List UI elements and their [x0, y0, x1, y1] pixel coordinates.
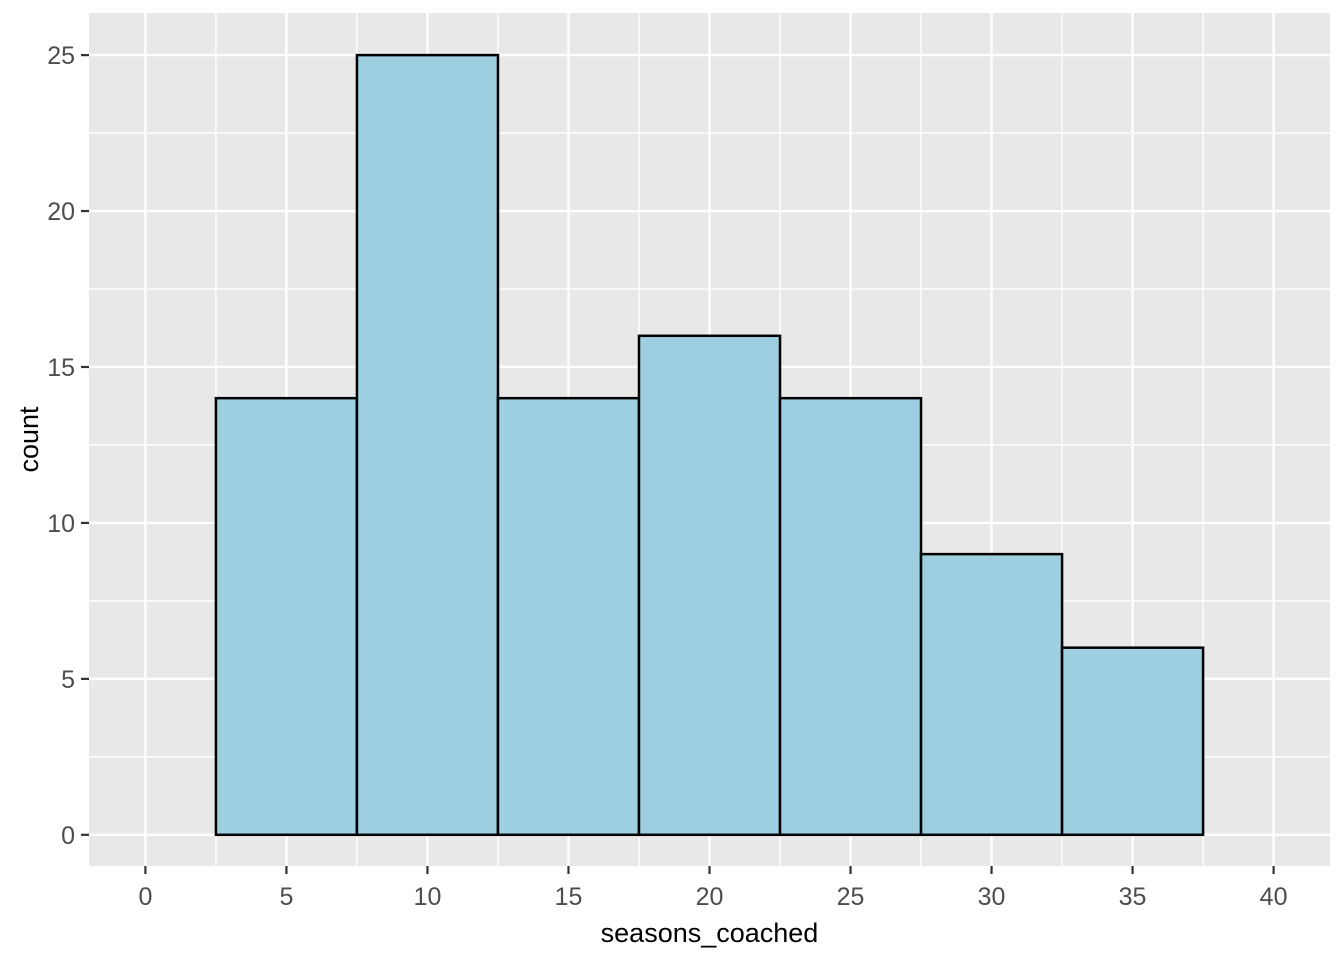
- axis-tick-marks: [81, 54, 1275, 874]
- x-tick-label: 20: [696, 883, 724, 911]
- histogram-bars: [214, 53, 1205, 837]
- y-tick-label: 5: [61, 666, 75, 694]
- x-tick-label: 0: [138, 883, 152, 911]
- y-axis-title: count: [14, 406, 44, 473]
- x-tick-label: 30: [978, 883, 1006, 911]
- x-tick-label: 35: [1119, 883, 1147, 911]
- x-tick-label: 5: [279, 883, 293, 911]
- histogram-bar: [637, 334, 782, 837]
- x-axis-title: seasons_coached: [601, 918, 819, 948]
- axis-tick-labels: 0 5 10 15 20 25 30 35 40 0 5 10 15 20 25: [47, 42, 1287, 911]
- x-tick-label: 10: [414, 883, 442, 911]
- histogram-bar: [355, 53, 500, 837]
- x-tick-label: 25: [837, 883, 865, 911]
- y-tick-label: 0: [61, 822, 75, 850]
- histogram-bar: [214, 396, 359, 837]
- histogram-bar: [1060, 646, 1205, 837]
- y-tick-label: 15: [47, 354, 75, 382]
- histogram-bar: [778, 396, 923, 837]
- histogram-bar: [919, 552, 1064, 837]
- histogram-bar: [496, 396, 641, 837]
- y-tick-label: 25: [47, 42, 75, 70]
- y-tick-label: 20: [47, 198, 75, 226]
- x-tick-label: 15: [555, 883, 583, 911]
- y-tick-label: 10: [47, 510, 75, 538]
- x-tick-label: 40: [1260, 883, 1288, 911]
